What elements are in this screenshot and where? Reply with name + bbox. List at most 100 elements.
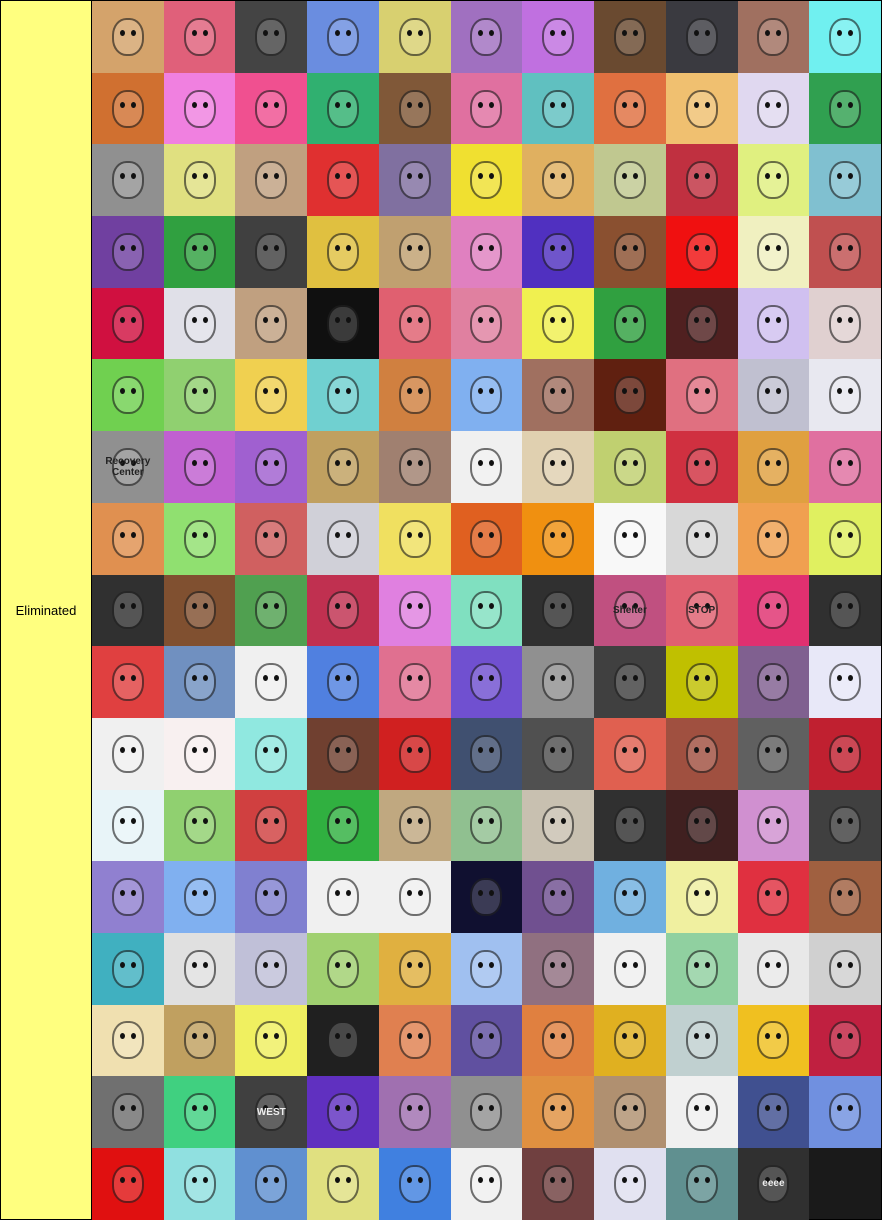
tier-item[interactable]	[594, 144, 666, 217]
tier-item[interactable]	[235, 932, 308, 1005]
tier-item[interactable]	[594, 932, 666, 1005]
tier-item[interactable]	[92, 502, 164, 575]
tier-item[interactable]	[665, 789, 738, 862]
tier-item[interactable]	[809, 789, 881, 862]
tier-item[interactable]	[665, 431, 738, 503]
tier-item[interactable]	[450, 359, 523, 432]
tier-item[interactable]	[92, 287, 164, 360]
tier-item[interactable]	[594, 1148, 666, 1220]
tier-item[interactable]	[737, 574, 810, 647]
tier-item[interactable]	[737, 144, 810, 217]
tier-item[interactable]	[163, 502, 236, 575]
tier-item[interactable]	[163, 1, 236, 73]
tier-item[interactable]	[737, 216, 810, 288]
tier-item[interactable]	[92, 72, 164, 145]
tier-item[interactable]	[522, 1, 595, 73]
tier-item[interactable]: STOP	[665, 574, 738, 647]
tier-item[interactable]	[378, 72, 451, 145]
tier-item[interactable]	[307, 574, 379, 647]
tier-item[interactable]	[235, 646, 308, 718]
tier-item[interactable]	[665, 144, 738, 217]
tier-item[interactable]	[163, 1004, 236, 1077]
tier-item[interactable]	[450, 932, 523, 1005]
tier-item[interactable]	[378, 1, 451, 73]
tier-item[interactable]	[92, 574, 164, 647]
tier-item[interactable]	[378, 932, 451, 1005]
tier-item[interactable]	[522, 646, 595, 718]
tier-item[interactable]	[665, 1, 738, 73]
tier-item[interactable]: Shelter	[594, 574, 666, 647]
tier-item[interactable]	[92, 932, 164, 1005]
tier-item[interactable]	[235, 1, 308, 73]
tier-item[interactable]	[450, 1004, 523, 1077]
tier-item[interactable]	[522, 1076, 595, 1148]
tier-item[interactable]	[163, 1148, 236, 1220]
tier-item[interactable]	[737, 431, 810, 503]
tier-item[interactable]	[163, 431, 236, 503]
tier-item[interactable]	[809, 1, 881, 73]
tier-item[interactable]	[163, 574, 236, 647]
tier-item[interactable]	[378, 1076, 451, 1148]
tier-item[interactable]	[235, 717, 308, 790]
tier-item[interactable]	[594, 431, 666, 503]
tier-item[interactable]	[163, 717, 236, 790]
tier-item[interactable]	[92, 789, 164, 862]
tier-item[interactable]	[665, 1004, 738, 1077]
tier-label[interactable]: Eliminated	[1, 1, 92, 1219]
tier-item[interactable]	[665, 861, 738, 933]
tier-item[interactable]	[450, 861, 523, 933]
tier-item[interactable]	[163, 646, 236, 718]
tier-item[interactable]	[522, 502, 595, 575]
tier-item[interactable]	[378, 646, 451, 718]
tier-item[interactable]	[378, 431, 451, 503]
tier-item[interactable]	[92, 144, 164, 217]
tier-item[interactable]	[307, 932, 379, 1005]
tier-item[interactable]	[737, 789, 810, 862]
tier-item[interactable]	[665, 359, 738, 432]
tier-item[interactable]	[522, 287, 595, 360]
tier-item[interactable]	[594, 646, 666, 718]
tier-item[interactable]	[809, 861, 881, 933]
tier-item[interactable]	[594, 861, 666, 933]
tier-item[interactable]	[809, 216, 881, 288]
tier-item[interactable]	[594, 216, 666, 288]
tier-item[interactable]	[307, 144, 379, 217]
tier-item[interactable]	[737, 646, 810, 718]
tier-item[interactable]	[92, 717, 164, 790]
tier-item[interactable]	[307, 717, 379, 790]
tier-item[interactable]	[378, 1148, 451, 1220]
tier-item[interactable]	[522, 359, 595, 432]
tier-item[interactable]	[378, 359, 451, 432]
tier-item[interactable]	[378, 861, 451, 933]
tier-item[interactable]	[450, 646, 523, 718]
tier-item[interactable]	[737, 1, 810, 73]
tier-item[interactable]	[522, 932, 595, 1005]
tier-item[interactable]	[522, 72, 595, 145]
tier-item[interactable]	[522, 431, 595, 503]
tier-item[interactable]	[809, 574, 881, 647]
tier-item[interactable]	[450, 1076, 523, 1148]
tier-item[interactable]	[809, 1076, 881, 1148]
tier-item[interactable]	[92, 216, 164, 288]
tier-item[interactable]	[378, 574, 451, 647]
tier-item[interactable]	[378, 502, 451, 575]
tier-item[interactable]	[307, 1, 379, 73]
tier-item[interactable]	[737, 932, 810, 1005]
tier-item[interactable]	[809, 502, 881, 575]
tier-item[interactable]	[235, 72, 308, 145]
tier-item[interactable]	[809, 144, 881, 217]
tier-item[interactable]	[163, 932, 236, 1005]
tier-item[interactable]	[450, 502, 523, 575]
tier-item[interactable]	[737, 1076, 810, 1148]
tier-item[interactable]	[737, 1004, 810, 1077]
tier-item[interactable]	[235, 1148, 308, 1220]
tier-item[interactable]	[235, 861, 308, 933]
tier-item[interactable]	[809, 287, 881, 360]
tier-item[interactable]: WEST	[235, 1076, 308, 1148]
tier-item[interactable]	[665, 717, 738, 790]
tier-item[interactable]	[92, 1076, 164, 1148]
tier-item[interactable]	[450, 216, 523, 288]
tier-item[interactable]	[809, 359, 881, 432]
tier-item[interactable]	[665, 502, 738, 575]
tier-item[interactable]	[163, 72, 236, 145]
